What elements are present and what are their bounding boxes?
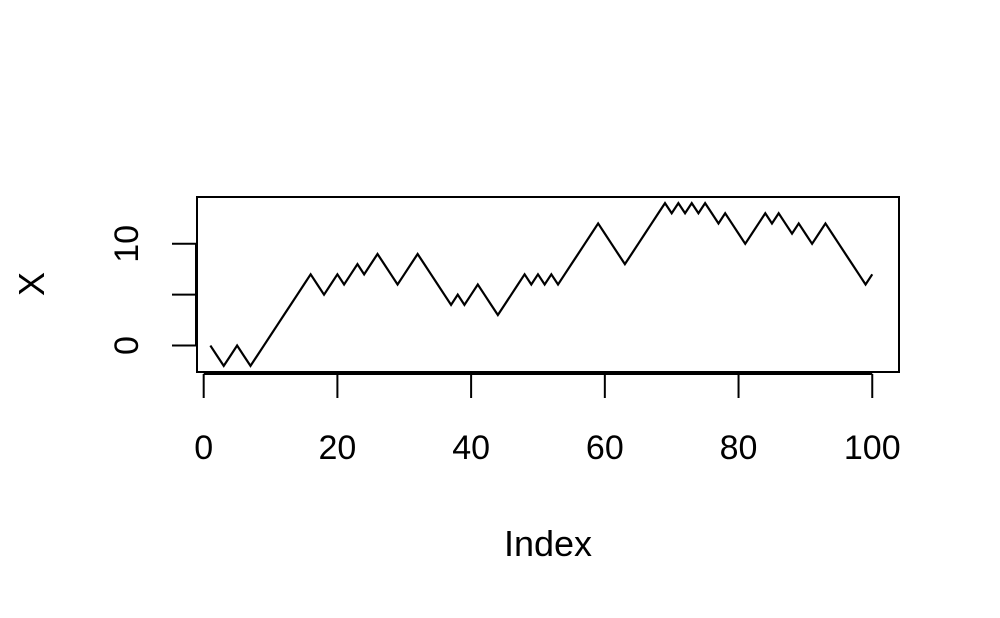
x-axis: 0 20 40 60 80 100 xyxy=(194,373,901,467)
y-tick-label: 0 xyxy=(108,336,146,355)
plot-frame xyxy=(196,196,900,373)
y-axis: 0 10 xyxy=(108,225,197,355)
x-tick-label: 40 xyxy=(452,429,490,467)
x-tick-label: 20 xyxy=(318,429,356,467)
x-tick-label: 100 xyxy=(844,429,901,467)
x-tick-label: 60 xyxy=(586,429,624,467)
y-tick-label: 10 xyxy=(108,225,146,263)
x-tick-label: 80 xyxy=(720,429,758,467)
x-tick-label: 0 xyxy=(194,429,213,467)
x-axis-label: Index xyxy=(504,523,592,564)
y-axis-label: X xyxy=(11,272,52,296)
series-line xyxy=(209,201,874,368)
